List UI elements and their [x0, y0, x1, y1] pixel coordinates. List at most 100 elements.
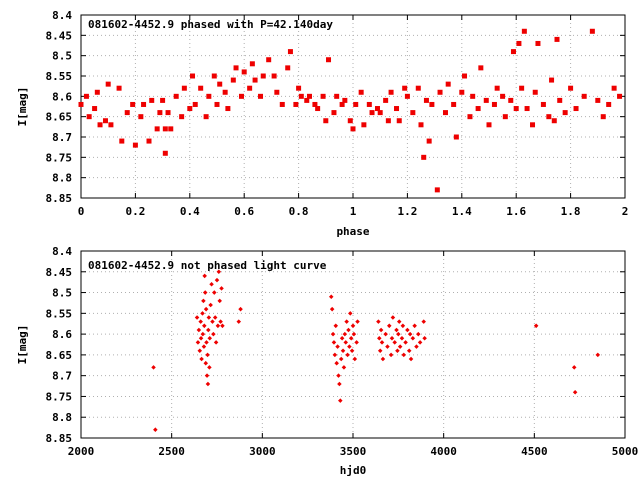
panel-1-data-point	[332, 352, 338, 358]
panel-0-data-point	[119, 138, 125, 144]
panel-0-data-point	[396, 118, 402, 124]
panel-0-x-tick-label: 2	[622, 205, 629, 218]
panel-0-data-point	[203, 114, 209, 120]
panel-1-data-point	[388, 352, 394, 358]
panel-1-data-point	[328, 294, 334, 299]
panel-0-data-point	[562, 110, 568, 116]
panel-1-data-point	[330, 331, 336, 337]
panel-1-data-point	[194, 315, 200, 320]
panel-0-data-point	[535, 40, 541, 46]
panel-0-data-point	[423, 97, 429, 103]
panel-0-y-tick-label: 8.85	[46, 192, 73, 205]
panel-0-data-point	[374, 106, 380, 112]
panel-0-data-point	[437, 89, 443, 95]
panel-0-data-point	[366, 101, 372, 107]
panel-0-data-point	[198, 85, 204, 91]
panel-0-data-point	[483, 97, 489, 103]
panel-1-data-point	[202, 290, 208, 295]
panel-0-data-point	[568, 85, 574, 91]
panel-1-data-point	[401, 352, 407, 358]
panel-0-x-tick-label: 0.4	[180, 205, 200, 218]
panel-1-data-point	[377, 348, 383, 353]
panel-1-data-point	[211, 331, 216, 337]
panel-0-data-point	[138, 114, 144, 120]
panel-1-data-point	[414, 344, 419, 349]
panel-0-data-point	[173, 93, 179, 99]
panel-1-data-point	[336, 373, 341, 378]
panel-0-x-tick-label: 1.2	[397, 205, 417, 218]
panel-0-data-point	[217, 81, 223, 87]
panel-0-data-point	[168, 126, 174, 132]
panel-1-data-point	[378, 327, 384, 333]
panel-0-data-point	[617, 93, 623, 99]
panel-0-data-point	[429, 101, 435, 107]
panel-0-data-point	[146, 138, 152, 144]
panel-0-data-point	[334, 93, 340, 99]
panel-0-data-point	[279, 101, 285, 107]
panel-1-data-point	[351, 331, 357, 337]
panel-1-data-point	[202, 323, 207, 329]
panel-1-y-tick-label: 8.45	[46, 266, 73, 279]
panel-1-data-point	[206, 327, 211, 333]
panel-1-x-tick-label: 3500	[340, 445, 367, 458]
unphased-light-curve-panel: 2000 2500 3000 3500 4000 4500 5000 8.4 8.45 8.5 8.…	[16, 245, 638, 477]
panel-0-data-point	[600, 114, 606, 120]
panel-1-data-point	[387, 323, 392, 329]
panel-0-data-point	[157, 110, 163, 116]
panel-0-data-point	[394, 106, 400, 112]
panel-1-y-tick-label: 8.8	[52, 411, 72, 424]
panel-1-data-point	[329, 306, 335, 312]
panel-1-data-point	[394, 327, 399, 333]
panel-0-data-point	[160, 97, 166, 103]
panel-1-data-point	[205, 381, 211, 387]
panel-1-x-tick-label: 3000	[249, 445, 276, 458]
panel-1-y-tick-label: 8.55	[46, 307, 73, 320]
panel-0-data-point	[606, 101, 612, 107]
panel-0-data-point	[595, 97, 601, 103]
panel-1-y-tick-label: 8.7	[52, 370, 72, 383]
panel-0-data-point	[323, 118, 329, 124]
panel-0-data-point	[611, 85, 617, 91]
panel-0-data-point	[486, 122, 492, 128]
panel-0-y-tick-label: 8.65	[46, 111, 73, 124]
panel-0-data-point	[510, 49, 516, 55]
panel-1-data-point	[405, 327, 410, 333]
panel-1-data-point	[572, 390, 578, 395]
panel-1-data-point	[219, 286, 224, 291]
panel-1-data-point	[207, 365, 212, 370]
panel-0-data-point	[214, 101, 220, 107]
panel-1-x-tick-label: 2000	[68, 445, 95, 458]
panel-0-data-point	[326, 57, 332, 63]
panel-1-y-tick-label: 8.4	[52, 245, 72, 258]
panel-0-data-point	[369, 110, 375, 116]
panel-1-data-point	[389, 336, 395, 341]
panel-1-data-point	[408, 356, 414, 362]
panel-0-data-point	[222, 89, 228, 95]
panel-1-data-point	[349, 348, 355, 353]
panel-1-data-point	[355, 319, 360, 324]
panel-0-data-point	[247, 85, 253, 91]
panel-1-data-point	[208, 302, 213, 308]
panel-0-data-point	[426, 138, 432, 144]
panel-0-data-point	[271, 73, 277, 79]
panel-1-data-point	[204, 340, 209, 345]
panel-0-data-point	[418, 122, 424, 128]
panel-0-data-point	[589, 28, 595, 34]
panel-1-data-point	[348, 311, 353, 316]
panel-1-data-point	[396, 331, 401, 337]
panel-1-data-point	[350, 323, 356, 329]
panel-1-title: 081602-4452.9 not phased light curve	[88, 259, 327, 272]
panel-0-x-tick-label: 1.6	[506, 205, 526, 218]
panel-0-data-point	[494, 85, 500, 91]
panel-1-data-point	[342, 331, 348, 337]
panel-0-data-point	[287, 49, 293, 55]
panel-1-data-point	[153, 427, 158, 432]
panel-0-x-tick-label: 0	[78, 205, 85, 218]
panel-1-data-point	[345, 352, 350, 358]
panel-1-data-point	[335, 344, 340, 349]
panel-0-x-tick-label: 0.8	[289, 205, 309, 218]
panel-0-data-point	[453, 134, 459, 140]
panel-1-data-point	[206, 315, 212, 320]
panel-0-data-point	[540, 101, 546, 107]
panel-0-x-tick-label: 1.8	[561, 205, 581, 218]
